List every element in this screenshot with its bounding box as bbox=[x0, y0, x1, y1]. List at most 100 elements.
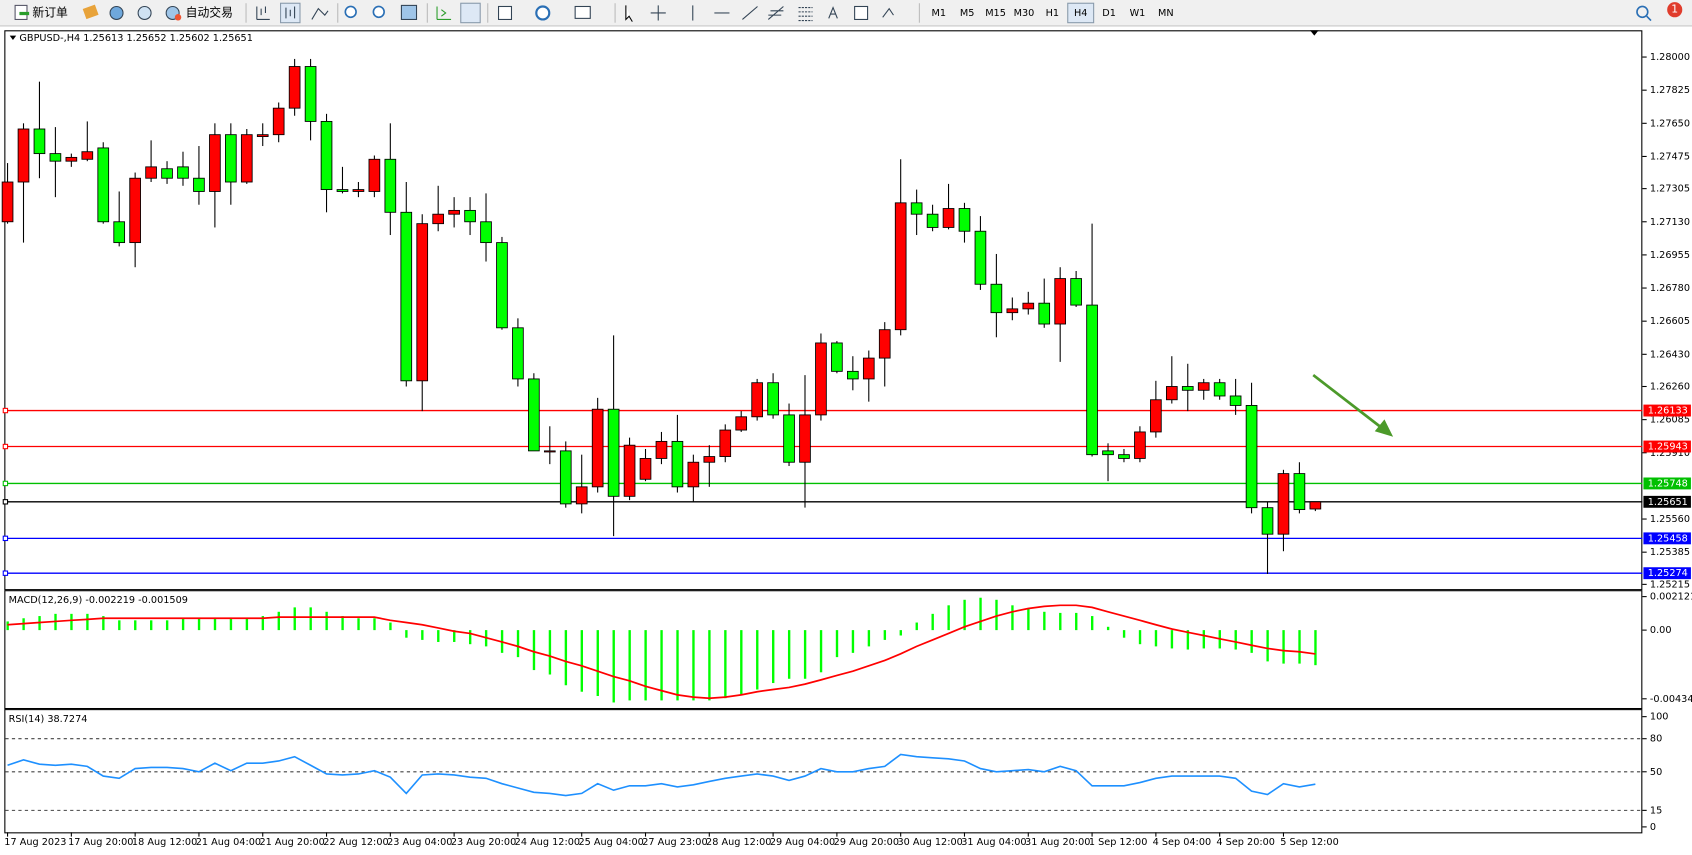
search[interactable] bbox=[1636, 5, 1649, 19]
macd-bar bbox=[1282, 630, 1285, 664]
crosshair-tool[interactable] bbox=[650, 5, 666, 21]
y-tick-label: 1.25560 bbox=[1650, 514, 1690, 525]
timeframe-button[interactable]: M1 bbox=[932, 8, 947, 19]
y-tick-label: 1.27825 bbox=[1650, 85, 1690, 96]
icon[interactable] bbox=[400, 4, 418, 20]
y-tick-label: 1.26430 bbox=[1650, 349, 1690, 360]
y-tick-label: 1.25385 bbox=[1650, 547, 1690, 558]
macd-bar bbox=[803, 630, 807, 679]
candle-body bbox=[1181, 386, 1194, 391]
macd-bar bbox=[6, 621, 9, 631]
channel-tool[interactable] bbox=[767, 6, 784, 20]
timeframe-label: H4 bbox=[1074, 8, 1087, 19]
icon[interactable] bbox=[82, 4, 99, 20]
timeframe-button[interactable]: H4 bbox=[1067, 2, 1095, 24]
macd-bar bbox=[724, 630, 727, 699]
level-handle bbox=[2, 499, 9, 505]
candle-body bbox=[464, 209, 476, 223]
x-tick-label: 22 Aug 12:00 bbox=[323, 837, 388, 848]
candle-body bbox=[209, 134, 221, 192]
timeframe-button[interactable]: H1 bbox=[1046, 8, 1059, 19]
icon[interactable] bbox=[460, 2, 481, 24]
macd-bar bbox=[979, 597, 982, 631]
y-tick-label: 1.26605 bbox=[1650, 316, 1690, 327]
macd-bar bbox=[708, 630, 711, 701]
macd-bar bbox=[421, 630, 424, 640]
timeframe-label: D1 bbox=[1102, 8, 1116, 19]
icon[interactable] bbox=[109, 5, 124, 20]
y-tick-label: 1.27475 bbox=[1650, 151, 1690, 162]
notification-badge[interactable] bbox=[1667, 2, 1683, 18]
macd-bar bbox=[548, 630, 552, 675]
macd-bar bbox=[819, 630, 823, 673]
candle-body bbox=[496, 242, 508, 329]
x-tick-label: 30 Aug 12:00 bbox=[897, 837, 962, 848]
candle-body bbox=[193, 177, 205, 192]
candle-body bbox=[368, 158, 381, 192]
text-tool[interactable] bbox=[828, 6, 838, 19]
candle-body bbox=[1309, 501, 1322, 510]
macd-bar bbox=[293, 607, 296, 631]
candle-body bbox=[751, 382, 763, 418]
zoom-out[interactable] bbox=[372, 5, 385, 19]
candle-body bbox=[256, 134, 269, 137]
timeframe-label: M30 bbox=[1014, 8, 1035, 19]
new-order-button[interactable]: 新订单 bbox=[14, 4, 68, 20]
y-tick-label: 0.00 bbox=[1650, 625, 1672, 636]
y-tick-label: 1.26260 bbox=[1650, 381, 1690, 392]
cursor-tool[interactable] bbox=[625, 5, 633, 22]
candle-body bbox=[735, 416, 748, 431]
candle-body bbox=[432, 213, 444, 225]
candle-body bbox=[1213, 382, 1226, 397]
macd-bar bbox=[915, 622, 918, 631]
x-tick-label: 29 Aug 20:00 bbox=[834, 837, 899, 848]
candle-body bbox=[894, 202, 907, 331]
candle-body bbox=[240, 134, 253, 183]
icon[interactable] bbox=[137, 5, 152, 20]
macd-bar bbox=[1027, 608, 1030, 631]
macd-panel bbox=[4, 590, 1643, 710]
timeframe-button[interactable]: M5 bbox=[960, 8, 975, 19]
x-tick-label: 27 Aug 23:00 bbox=[642, 837, 707, 848]
timeframe-button[interactable]: D1 bbox=[1102, 8, 1116, 19]
macd-bar bbox=[437, 630, 440, 642]
macd-bar bbox=[277, 611, 280, 631]
y-tick-label: 1.26085 bbox=[1650, 415, 1690, 426]
macd-bar bbox=[1266, 630, 1269, 662]
candle-body bbox=[400, 211, 413, 382]
signal-line bbox=[7, 604, 1316, 700]
shift-marker bbox=[1310, 30, 1319, 36]
icon[interactable] bbox=[436, 6, 452, 20]
timeframe-button[interactable]: M30 bbox=[1014, 8, 1035, 19]
fibo-tool[interactable] bbox=[798, 7, 813, 22]
y-tick-label: 1.27650 bbox=[1650, 118, 1690, 129]
macd-bar bbox=[150, 620, 153, 631]
icon[interactable] bbox=[256, 6, 270, 20]
x-tick-label: 17 Aug 2023 bbox=[4, 837, 66, 848]
icon[interactable] bbox=[311, 7, 329, 20]
auto-trading-button[interactable]: 自动交易 bbox=[165, 5, 233, 21]
trendline-tool[interactable] bbox=[742, 6, 758, 20]
macd-bar bbox=[373, 618, 376, 631]
timeframe-button[interactable]: W1 bbox=[1130, 8, 1146, 19]
macd-bar bbox=[357, 618, 360, 631]
candle-body bbox=[528, 378, 540, 452]
zoom-in[interactable] bbox=[344, 5, 357, 19]
macd-bar bbox=[756, 630, 759, 690]
macd-bar bbox=[883, 630, 887, 640]
icon[interactable] bbox=[497, 5, 513, 20]
candle-body bbox=[161, 168, 173, 179]
label-tool[interactable] bbox=[854, 5, 869, 20]
timeframe-button[interactable]: M15 bbox=[985, 8, 1006, 19]
candle-body bbox=[97, 147, 110, 223]
icon[interactable] bbox=[574, 5, 591, 19]
timeframe-button[interactable]: MN bbox=[1158, 8, 1174, 19]
icon[interactable] bbox=[535, 5, 551, 21]
x-tick-label: 23 Aug 20:00 bbox=[451, 837, 516, 848]
y-tick-label: 1.26780 bbox=[1650, 283, 1690, 294]
macd-bar bbox=[867, 630, 871, 647]
arrow-tool[interactable] bbox=[882, 7, 894, 18]
timeframe-label: M1 bbox=[932, 8, 947, 19]
macd-bar bbox=[660, 630, 663, 701]
chart-bg bbox=[0, 27, 1692, 855]
